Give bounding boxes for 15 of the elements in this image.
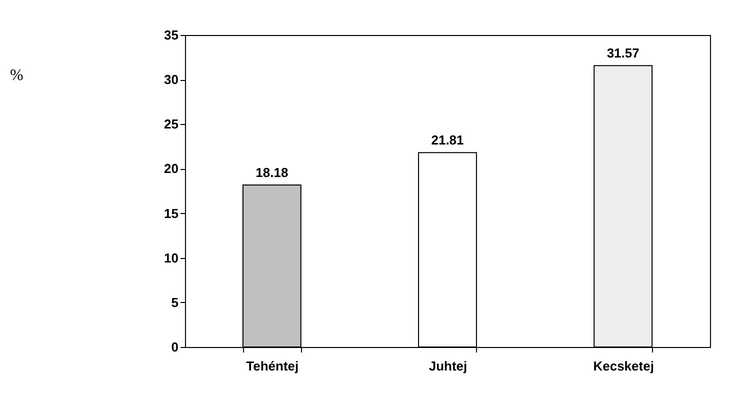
text: % [10,67,24,84]
x-tick-label: Kecsketej [593,358,654,374]
y-tick-label: 5 [171,294,178,310]
x-tick-label: Juhtej [428,358,468,374]
y-tick-label: 35 [164,28,178,42]
data-label: 18.18 [256,164,288,180]
y-tick-label: 25 [164,116,178,132]
y-tick-label: 15 [164,206,178,221]
y-tick-label: 30 [164,72,178,88]
y-tick-label: 0 [171,340,178,354]
y-tick-label: 10 [164,250,178,266]
data-label: 21.81 [431,132,464,148]
y-tick-label: 20 [164,161,178,176]
data-label: 31.57 [606,46,640,61]
x-tick-label: Tehéntej [246,358,299,374]
